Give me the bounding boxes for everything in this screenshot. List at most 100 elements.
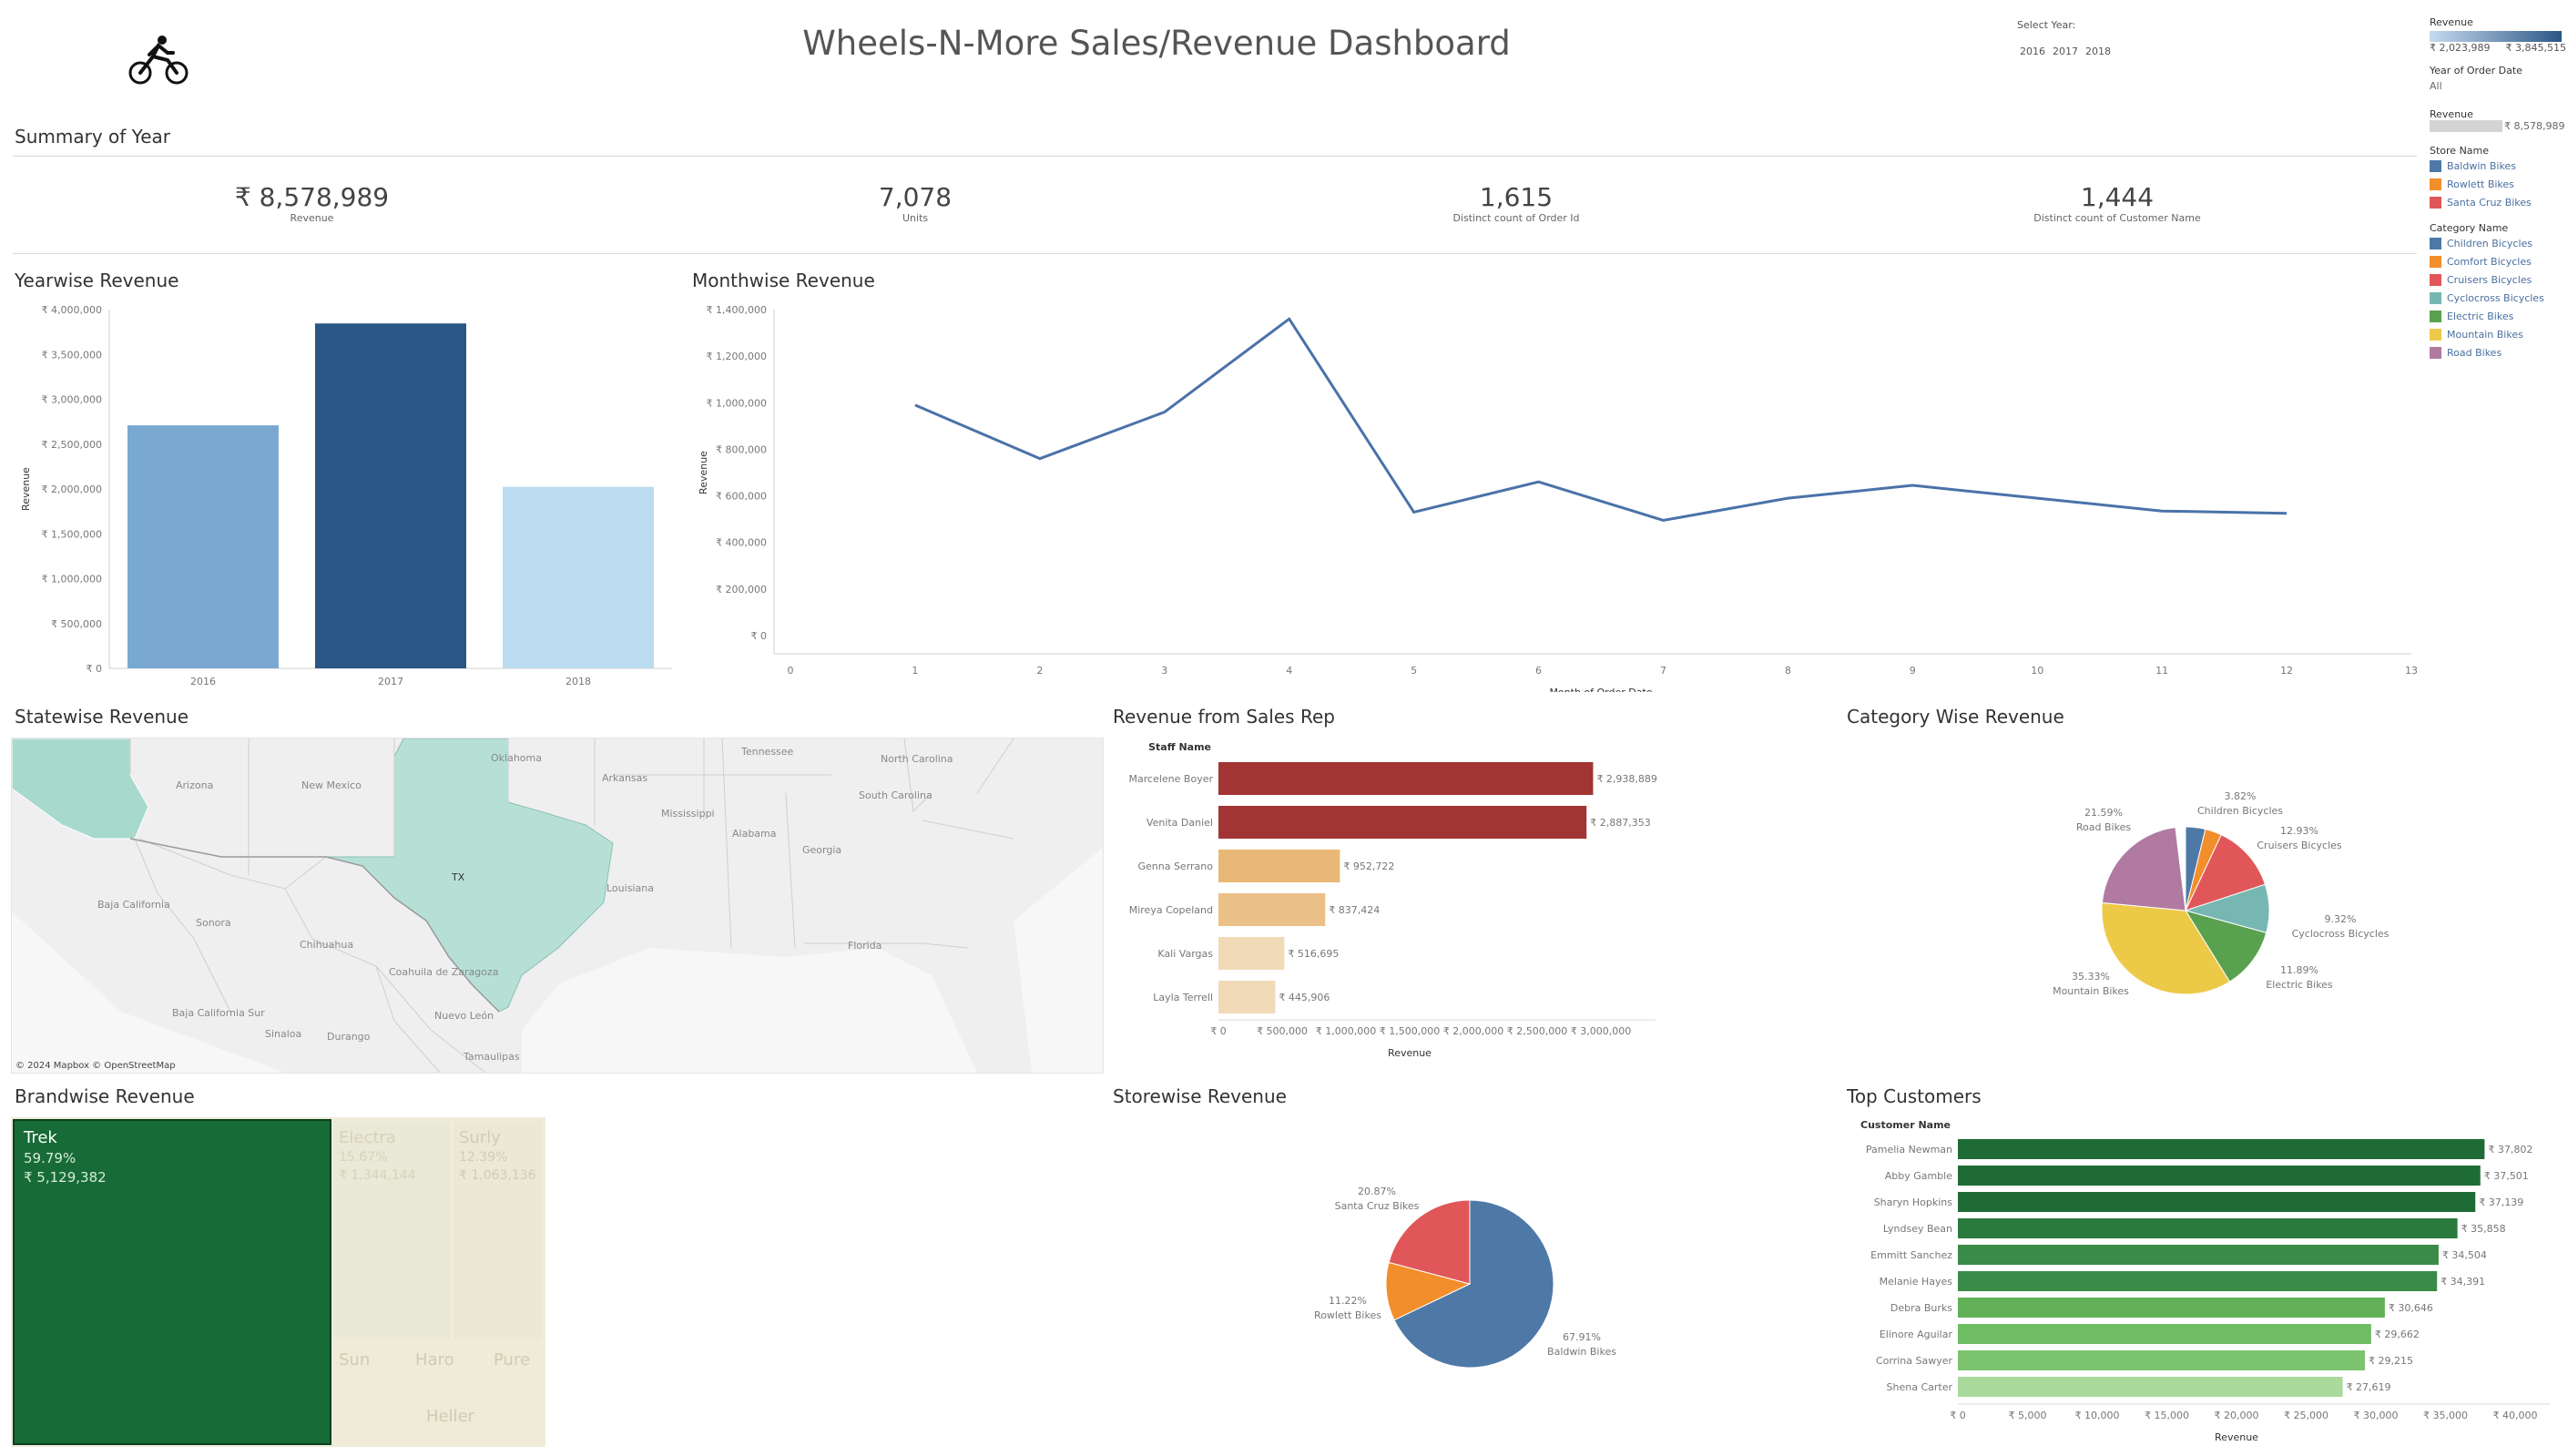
x-tick-label: 12 xyxy=(2280,665,2293,677)
treemap-cell-surly[interactable]: Surly 12.39% ₹ 1,063,136 xyxy=(453,1121,542,1339)
data-label: ₹ 34,504 xyxy=(2442,1249,2487,1261)
bar-pamelia-newman xyxy=(1958,1139,2485,1159)
map-label: Alabama xyxy=(732,828,777,840)
legend-revenue-max: ₹ 3,845,515 xyxy=(2505,42,2566,54)
slice-pct-label: 20.87% xyxy=(1358,1186,1396,1197)
bar-venita-daniel xyxy=(1218,806,1587,839)
y-tick-label: ₹ 2,500,000 xyxy=(42,439,102,451)
x-tick-label: ₹ 10,000 xyxy=(2075,1410,2120,1421)
bar-mireya-copeland xyxy=(1218,893,1326,926)
x-tick-label: 2 xyxy=(1036,665,1043,677)
treemap-label: Pure xyxy=(494,1350,531,1369)
slice-pct-label: 11.22% xyxy=(1329,1295,1367,1307)
category-legend-item[interactable]: Cyclocross Bicycles xyxy=(2430,289,2566,307)
row-label: Venita Daniel xyxy=(1146,817,1213,829)
y-axis-label: Revenue xyxy=(698,451,709,494)
x-tick-label: ₹ 35,000 xyxy=(2423,1410,2468,1421)
row-label: Marcelene Boyer xyxy=(1129,773,1214,785)
row-label: Genna Serrano xyxy=(1137,860,1213,872)
kpi-value: 1,444 xyxy=(2080,182,2155,212)
legend-label: Children Bicycles xyxy=(2447,237,2533,249)
data-label: ₹ 2,938,889 xyxy=(1596,773,1656,785)
category-legend-item[interactable]: Comfort Bicycles xyxy=(2430,252,2566,270)
kpi-value: 1,615 xyxy=(1479,182,1554,212)
category-legend-item[interactable]: Mountain Bikes xyxy=(2430,325,2566,343)
map-shapes xyxy=(12,738,1103,1073)
map-label: Baja California xyxy=(97,899,170,911)
row-label: Sharyn Hopkins xyxy=(1874,1196,1953,1208)
x-tick-label: ₹ 20,000 xyxy=(2215,1410,2259,1421)
store-legend-item[interactable]: Santa Cruz Bikes xyxy=(2430,193,2566,211)
kpi-value: ₹ 8,578,989 xyxy=(234,182,390,212)
x-tick-label: 5 xyxy=(1411,665,1417,677)
treemap-cell-pure[interactable]: Pure xyxy=(490,1343,542,1443)
treemap-pct: 15.67% xyxy=(339,1150,388,1165)
bar-corrina-sawyer xyxy=(1958,1350,2365,1370)
legend-swatch xyxy=(2430,159,2441,172)
row-label: Melanie Hayes xyxy=(1880,1276,1953,1288)
x-tick-label: 0 xyxy=(788,665,794,677)
slice-electric-bikes xyxy=(2184,910,2267,983)
bar-layla-terrell xyxy=(1218,981,1276,1013)
divider xyxy=(13,253,2417,254)
y-tick-label: ₹ 500,000 xyxy=(51,618,102,630)
brandwise-title: Brandwise Revenue xyxy=(15,1085,195,1107)
kpi-label: Revenue xyxy=(290,212,334,224)
treemap-cell-sun[interactable]: Sun xyxy=(333,1343,406,1443)
revenue-size-bar xyxy=(2430,120,2502,132)
x-tick-label: 6 xyxy=(1535,665,1542,677)
brand-treemap: Trek 59.79% ₹ 5,129,382 Electra 15.67% ₹… xyxy=(11,1117,545,1447)
x-tick-label: 8 xyxy=(1785,665,1791,677)
category-legend-item[interactable]: Electric Bikes xyxy=(2430,307,2566,325)
x-tick-label: ₹ 1,500,000 xyxy=(1380,1025,1440,1037)
legend-swatch xyxy=(2430,255,2441,268)
treemap-label: Haro xyxy=(415,1350,454,1369)
legend-swatch xyxy=(2430,196,2441,209)
revenue-gradient[interactable] xyxy=(2430,31,2562,42)
row-label: Layla Terrell xyxy=(1153,992,1213,1003)
year-filter-option[interactable]: 2017 xyxy=(2053,46,2078,57)
x-tick-label: ₹ 3,000,000 xyxy=(1571,1025,1631,1037)
legend-panel: Revenue ₹ 2,023,989 ₹ 3,845,515 Year of … xyxy=(2430,16,2566,361)
yearwise-chart: ₹ 0 ₹ 500,000 ₹ 1,000,000 ₹ 1,500,000 ₹ 2,00… xyxy=(20,304,672,687)
year-filter-option[interactable]: 2016 xyxy=(2020,46,2045,57)
legend-label: Baldwin Bikes xyxy=(2447,159,2516,172)
x-tick-label: 11 xyxy=(2155,665,2168,677)
bar-2016 xyxy=(127,425,279,668)
data-label: ₹ 29,662 xyxy=(2375,1329,2420,1340)
treemap-cell-heller[interactable]: Heller xyxy=(410,1394,486,1443)
store-legend-item[interactable]: Rowlett Bikes xyxy=(2430,175,2566,193)
data-label: ₹ 2,887,353 xyxy=(1590,817,1650,829)
store-legend-item[interactable]: Baldwin Bikes xyxy=(2430,157,2566,175)
data-label: ₹ 37,139 xyxy=(2479,1196,2523,1208)
category-legend-item[interactable]: Cruisers Bicycles xyxy=(2430,270,2566,289)
slice-name-label: Mountain Bikes xyxy=(2053,985,2129,997)
bar-2018 xyxy=(503,486,654,668)
data-label: ₹ 34,391 xyxy=(2441,1276,2485,1288)
legend-revenue-title: Revenue xyxy=(2430,16,2473,28)
category-legend-item[interactable]: Road Bikes xyxy=(2430,343,2566,361)
x-tick-label: ₹ 0 xyxy=(1210,1025,1227,1037)
treemap-cell-trek[interactable]: Trek 59.79% ₹ 5,129,382 xyxy=(13,1119,331,1445)
state-map[interactable]: Arizona New Mexico Oklahoma Arkansas Tenness… xyxy=(11,738,1104,1074)
treemap-pct: 12.39% xyxy=(459,1150,508,1165)
x-tick-label: 10 xyxy=(2031,665,2043,677)
x-tick-label: ₹ 15,000 xyxy=(2145,1410,2189,1421)
data-label: ₹ 30,646 xyxy=(2389,1302,2433,1314)
treemap-cell-haro[interactable]: Haro xyxy=(410,1343,486,1390)
row-label: Corrina Sawyer xyxy=(1876,1355,1953,1367)
x-axis-label: Revenue xyxy=(2215,1431,2258,1443)
treemap-cell-electra[interactable]: Electra 15.67% ₹ 1,344,144 xyxy=(333,1121,450,1339)
y-tick-label: ₹ 2,000,000 xyxy=(42,484,102,495)
y-tick-label: ₹ 1,400,000 xyxy=(707,304,767,316)
bar-sharyn-hopkins xyxy=(1958,1192,2476,1212)
data-label: ₹ 37,501 xyxy=(2484,1170,2529,1182)
data-label: ₹ 35,858 xyxy=(2461,1223,2506,1235)
treemap-label: Surly xyxy=(459,1128,501,1147)
slice-name-label: Children Bicycles xyxy=(2197,805,2283,817)
legend-swatch xyxy=(2430,178,2441,190)
map-label: Louisiana xyxy=(606,882,654,894)
data-label: ₹ 27,619 xyxy=(2347,1381,2391,1393)
year-filter-option[interactable]: 2018 xyxy=(2085,46,2111,57)
category-legend-item[interactable]: Children Bicycles xyxy=(2430,234,2566,252)
